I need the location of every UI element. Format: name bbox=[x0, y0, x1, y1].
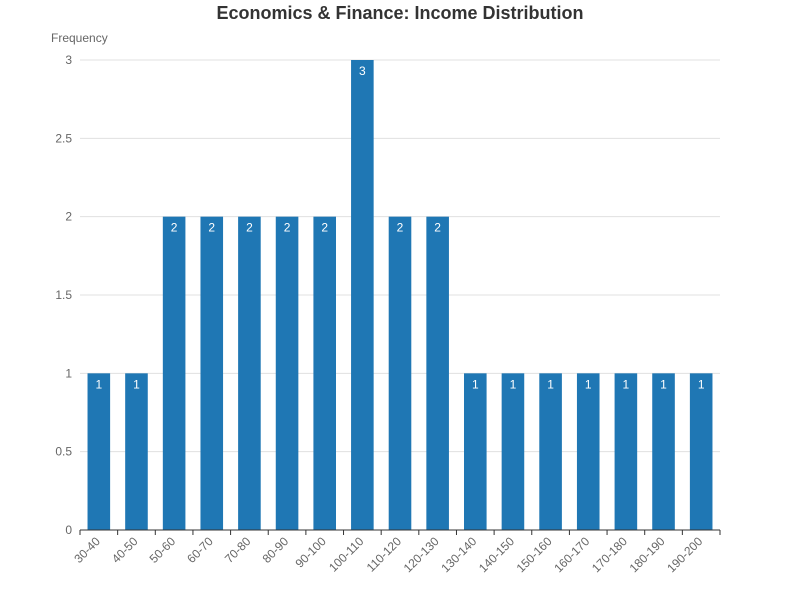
y-tick-label: 2.5 bbox=[55, 131, 72, 145]
bar bbox=[200, 216, 224, 530]
data-label: 3 bbox=[359, 64, 366, 78]
bar bbox=[464, 373, 487, 530]
y-tick-label: 2 bbox=[65, 210, 72, 224]
bar bbox=[689, 373, 713, 530]
data-label: 1 bbox=[133, 377, 140, 391]
x-tick-label: 50-60 bbox=[147, 534, 179, 566]
y-tick-label: 1 bbox=[65, 366, 72, 380]
bar bbox=[614, 373, 638, 530]
y-tick-label: 3 bbox=[65, 53, 72, 67]
bar bbox=[652, 373, 675, 530]
data-label: 2 bbox=[321, 221, 328, 235]
data-label: 2 bbox=[284, 221, 291, 235]
data-label: 2 bbox=[397, 221, 404, 235]
chart-title: Economics & Finance: Income Distribution bbox=[216, 3, 583, 23]
bar bbox=[238, 216, 261, 530]
bar bbox=[275, 216, 299, 530]
x-tick-label: 80-90 bbox=[260, 534, 292, 566]
x-tick-label: 110-120 bbox=[364, 534, 405, 575]
data-label: 1 bbox=[698, 377, 705, 391]
axes bbox=[79, 529, 721, 535]
data-label: 1 bbox=[547, 377, 554, 391]
x-tick-label: 170-180 bbox=[589, 534, 630, 575]
data-label: 2 bbox=[434, 221, 441, 235]
x-tick-label: 160-170 bbox=[551, 534, 592, 575]
x-tick-label: 180-190 bbox=[627, 534, 668, 575]
bar bbox=[87, 373, 111, 530]
data-label: 1 bbox=[660, 377, 667, 391]
x-tick-label: 30-40 bbox=[71, 534, 103, 566]
bar bbox=[125, 373, 148, 530]
x-tick-label: 130-140 bbox=[438, 534, 479, 575]
data-label: 1 bbox=[472, 377, 479, 391]
bars bbox=[87, 60, 713, 530]
bar bbox=[539, 373, 562, 530]
x-tick-label: 140-150 bbox=[476, 534, 517, 575]
bar bbox=[501, 373, 525, 530]
y-tick-label: 0.5 bbox=[55, 445, 72, 459]
x-tick-label: 100-110 bbox=[326, 534, 367, 575]
data-label: 2 bbox=[246, 221, 253, 235]
data-label: 1 bbox=[585, 377, 592, 391]
y-tick-label: 1.5 bbox=[55, 288, 72, 302]
y-axis-label: Frequency bbox=[51, 31, 108, 45]
bar bbox=[162, 216, 186, 530]
data-label: 1 bbox=[510, 377, 517, 391]
bar bbox=[388, 216, 412, 530]
bar bbox=[426, 216, 449, 530]
x-tick-label: 90-100 bbox=[292, 534, 329, 571]
x-tick-label: 120-130 bbox=[401, 534, 442, 575]
labels: 0 0.5 1 1.5 2 2.5 3 1 30-40 1 40-50 2 50-60 2 60-70 2 70… bbox=[55, 53, 705, 575]
bar bbox=[576, 373, 600, 530]
bar bbox=[351, 60, 374, 530]
x-tick-label: 150-160 bbox=[514, 534, 555, 575]
x-tick-label: 70-80 bbox=[222, 534, 254, 566]
data-label: 2 bbox=[208, 221, 215, 235]
bar bbox=[313, 216, 336, 530]
data-label: 1 bbox=[95, 377, 102, 391]
data-label: 1 bbox=[623, 377, 630, 391]
data-label: 2 bbox=[171, 221, 178, 235]
x-tick-label: 60-70 bbox=[184, 534, 216, 566]
x-tick-label: 190-200 bbox=[664, 534, 705, 575]
x-tick-label: 40-50 bbox=[109, 534, 141, 566]
y-tick-label: 0 bbox=[65, 523, 72, 537]
